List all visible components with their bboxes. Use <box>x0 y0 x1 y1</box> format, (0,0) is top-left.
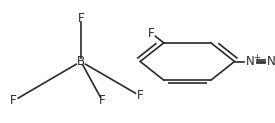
Text: F: F <box>10 94 17 107</box>
Text: B: B <box>77 55 85 68</box>
Text: N: N <box>266 55 275 68</box>
Text: F: F <box>137 89 144 102</box>
Text: F: F <box>99 94 106 107</box>
Text: +: + <box>253 53 260 62</box>
Text: N: N <box>246 55 255 68</box>
Text: F: F <box>78 12 84 25</box>
Text: F: F <box>148 27 155 40</box>
